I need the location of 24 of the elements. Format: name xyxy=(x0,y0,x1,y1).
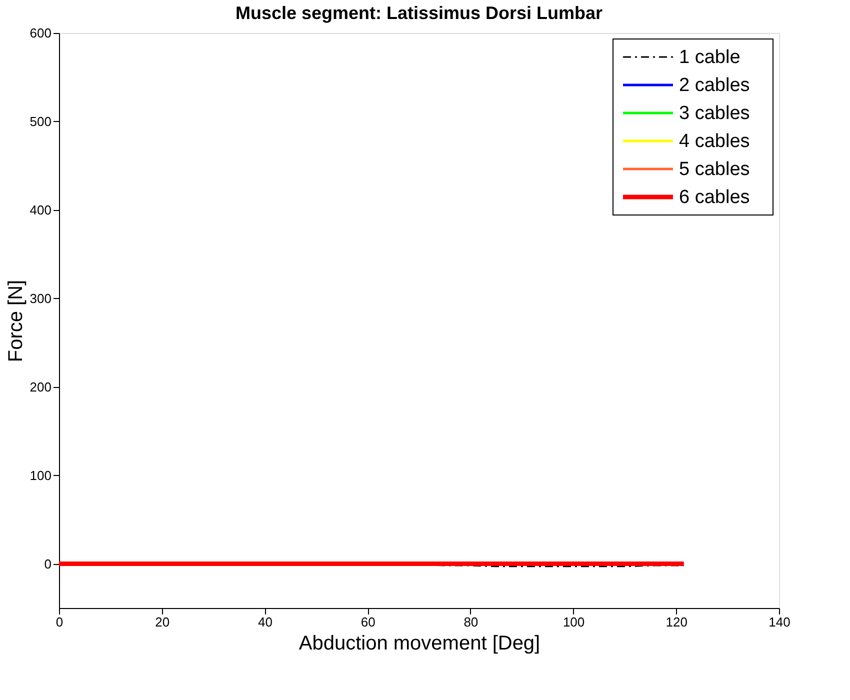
chart-title: Muscle segment: Latissimus Dorsi Lumbar xyxy=(235,3,603,23)
legend-label: 6 cables xyxy=(679,187,750,208)
y-tick-label: 300 xyxy=(30,290,52,306)
x-tick-label: 100 xyxy=(562,614,585,630)
x-tick-label: 40 xyxy=(258,614,272,630)
x-tick-label: 20 xyxy=(155,614,170,630)
y-tick-label: 0 xyxy=(44,556,52,572)
y-tick-label: 200 xyxy=(30,379,52,394)
y-tick-label: 600 xyxy=(30,26,52,40)
legend-label: 4 cables xyxy=(679,131,750,152)
y-tick-label: 100 xyxy=(30,468,52,483)
x-tick-label: 0 xyxy=(56,614,64,630)
y-tick-label: 400 xyxy=(30,202,52,218)
legend-label: 1 cable xyxy=(679,47,740,68)
x-tick-label: 120 xyxy=(666,614,688,630)
legend-label: 2 cables xyxy=(679,75,750,96)
legend-label: 3 cables xyxy=(679,103,750,124)
x-tick-label: 140 xyxy=(768,614,790,630)
legend-label: 5 cables xyxy=(679,159,750,180)
x-tick-label: 80 xyxy=(464,614,478,630)
y-tick-label: 500 xyxy=(30,114,52,129)
x-axis-title: Abduction movement [Deg] xyxy=(298,632,540,654)
x-tick-label: 60 xyxy=(360,614,376,630)
y-axis-title: Force [N] xyxy=(4,280,27,362)
